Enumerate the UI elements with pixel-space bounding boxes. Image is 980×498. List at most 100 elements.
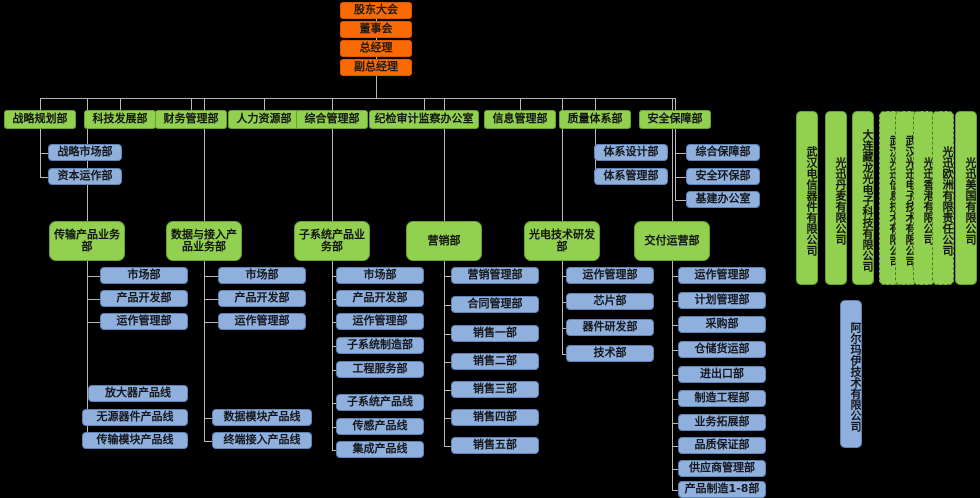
unit-1-child-0[interactable]: 市场部 <box>218 267 306 284</box>
unit-5-child-1[interactable]: 计划管理部 <box>678 292 766 309</box>
business-unit-2[interactable]: 子系统产品业务部 <box>294 221 370 261</box>
dept-stem-6 <box>520 98 521 110</box>
unit-branch-4-2 <box>562 328 566 329</box>
unit-branch-3-4 <box>444 390 451 391</box>
unit-0-child-2[interactable]: 运作管理部 <box>100 313 188 330</box>
dept-stem-7 <box>595 98 596 110</box>
unit-5-child-7[interactable]: 品质保证部 <box>678 437 766 454</box>
unit-2-child-0[interactable]: 市场部 <box>336 267 424 284</box>
department-0[interactable]: 战略规划部 <box>4 110 76 129</box>
unit-branch-2-7 <box>332 450 336 451</box>
unit-5-child-8[interactable]: 供应商管理部 <box>678 460 766 477</box>
dept-child-spine-2 <box>675 129 676 200</box>
unit-5-child-6[interactable]: 业务拓展部 <box>678 414 766 431</box>
unit-branch-3-5 <box>444 418 451 419</box>
unit-3-child-3[interactable]: 销售二部 <box>451 353 539 370</box>
unit-2-product-line-0[interactable]: 子系统产品线 <box>336 394 424 411</box>
unit-4-child-0[interactable]: 运作管理部 <box>566 267 654 284</box>
business-unit-1[interactable]: 数据与接入产品业务部 <box>166 221 242 261</box>
unit-2-child-3[interactable]: 子系统制造部 <box>336 337 424 354</box>
unit-3-child-2[interactable]: 销售一部 <box>451 325 539 342</box>
department-6[interactable]: 信息管理部 <box>484 110 556 129</box>
subsidiary-7[interactable]: 光迅美国有限公司 <box>955 111 977 285</box>
unit-2-child-1[interactable]: 产品开发部 <box>336 290 424 307</box>
dept-child-branch-0-1 <box>40 177 48 178</box>
unit-branch-0-1 <box>87 299 100 300</box>
business-unit-0[interactable]: 传输产品业务部 <box>49 221 125 261</box>
exec-node-2[interactable]: 总经理 <box>340 40 412 57</box>
subsidiary-1[interactable]: 光迅丹麦有限公司 <box>825 111 847 285</box>
exec-node-1[interactable]: 董事会 <box>340 21 412 38</box>
unit-3-child-6[interactable]: 销售五部 <box>451 437 539 454</box>
business-unit-3[interactable]: 营销部 <box>406 221 482 261</box>
department-4[interactable]: 综合管理部 <box>296 110 368 129</box>
unit-0-child-1[interactable]: 产品开发部 <box>100 290 188 307</box>
unit-4-child-2[interactable]: 器件研发部 <box>566 319 654 336</box>
unit-branch-5-0 <box>672 276 678 277</box>
exec-node-3[interactable]: 副总经理 <box>340 59 412 76</box>
unit-1-child-2[interactable]: 运作管理部 <box>218 313 306 330</box>
unit-3-child-5[interactable]: 销售四部 <box>451 409 539 426</box>
unit-0-product-line-1[interactable]: 无源器件产品线 <box>82 409 188 426</box>
unit-4-child-1[interactable]: 芯片部 <box>566 293 654 310</box>
dept-child-branch-2-1 <box>675 177 686 178</box>
unit-3-child-4[interactable]: 销售三部 <box>451 381 539 398</box>
unit-branch-5-5 <box>672 399 678 400</box>
exec-connector-2 <box>376 38 377 40</box>
department-1[interactable]: 科技发展部 <box>84 110 156 129</box>
unit-branch-5-1 <box>672 301 678 302</box>
unit-2-product-line-2[interactable]: 集成产品线 <box>336 441 424 458</box>
department-child-3[interactable]: 体系管理部 <box>594 168 668 185</box>
department-2[interactable]: 财务管理部 <box>155 110 227 129</box>
unit-branch-1-2 <box>204 322 218 323</box>
department-child-1[interactable]: 资本运作部 <box>48 168 122 185</box>
unit-0-product-line-2[interactable]: 传输模块产品线 <box>82 432 188 449</box>
department-8[interactable]: 安全保障部 <box>639 110 711 129</box>
unit-3-child-1[interactable]: 合同管理部 <box>451 296 539 313</box>
exec-node-0[interactable]: 股东大会 <box>340 2 412 19</box>
unit-0-product-line-0[interactable]: 放大器产品线 <box>88 385 188 402</box>
unit-5-child-0[interactable]: 运作管理部 <box>678 267 766 284</box>
unit-0-child-0[interactable]: 市场部 <box>100 267 188 284</box>
department-child-6[interactable]: 基建办公室 <box>686 191 760 208</box>
unit-branch-5-4 <box>672 375 678 376</box>
subsidiary-2[interactable]: 大连藏龙光电子科技有限公司 <box>852 111 874 285</box>
unit-1-product-line-0[interactable]: 数据模块产品线 <box>212 409 312 426</box>
unit-1-product-line-1[interactable]: 终端接入产品线 <box>212 432 312 449</box>
unit-branch-3-6 <box>444 446 451 447</box>
unit-5-child-4[interactable]: 进出口部 <box>678 366 766 383</box>
unit-branch-1-1 <box>204 299 218 300</box>
unit-branch-2-6 <box>332 427 336 428</box>
department-child-4[interactable]: 综合保障部 <box>686 144 760 161</box>
department-3[interactable]: 人力资源部 <box>228 110 300 129</box>
department-child-0[interactable]: 战略市场部 <box>48 144 122 161</box>
unit-spine-2 <box>332 261 333 450</box>
unit-stem-2 <box>332 98 333 221</box>
department-child-5[interactable]: 安全环保部 <box>686 168 760 185</box>
unit-branch-0-2 <box>87 322 100 323</box>
unit-4-child-3[interactable]: 技术部 <box>566 345 654 362</box>
unit-5-child-2[interactable]: 采购部 <box>678 316 766 333</box>
dept-stem-0 <box>40 98 41 110</box>
department-child-2[interactable]: 体系设计部 <box>594 144 668 161</box>
dept-stem-5 <box>424 98 425 110</box>
unit-5-child-9[interactable]: 产品制造1-8部 <box>678 481 766 498</box>
unit-2-child-4[interactable]: 工程服务部 <box>336 361 424 378</box>
unit-1-child-1[interactable]: 产品开发部 <box>218 290 306 307</box>
subsidiary-0[interactable]: 武汉电信器件有限公司 <box>796 111 818 285</box>
department-7[interactable]: 质量体系部 <box>559 110 631 129</box>
business-unit-4[interactable]: 光电技术研发部 <box>524 221 600 261</box>
business-unit-5[interactable]: 交付运营部 <box>634 221 710 261</box>
unit-2-child-2[interactable]: 运作管理部 <box>336 313 424 330</box>
unit-5-child-3[interactable]: 仓储货运部 <box>678 341 766 358</box>
unit-2-product-line-1[interactable]: 传感产品线 <box>336 418 424 435</box>
unit-5-child-5[interactable]: 制造工程部 <box>678 390 766 407</box>
unit-spine-0 <box>87 261 88 441</box>
department-5[interactable]: 纪检审计监察办公室 <box>369 110 479 129</box>
subsidiary-sub-0[interactable]: 阿尔玛伊技术有限公司 <box>840 300 862 448</box>
dept-stem-8 <box>675 98 676 110</box>
subsidiary-6[interactable]: 光迅欧洲有限责任公司 <box>932 111 954 285</box>
unit-3-child-0[interactable]: 营销管理部 <box>451 267 539 284</box>
exec-connector-3 <box>376 57 377 59</box>
